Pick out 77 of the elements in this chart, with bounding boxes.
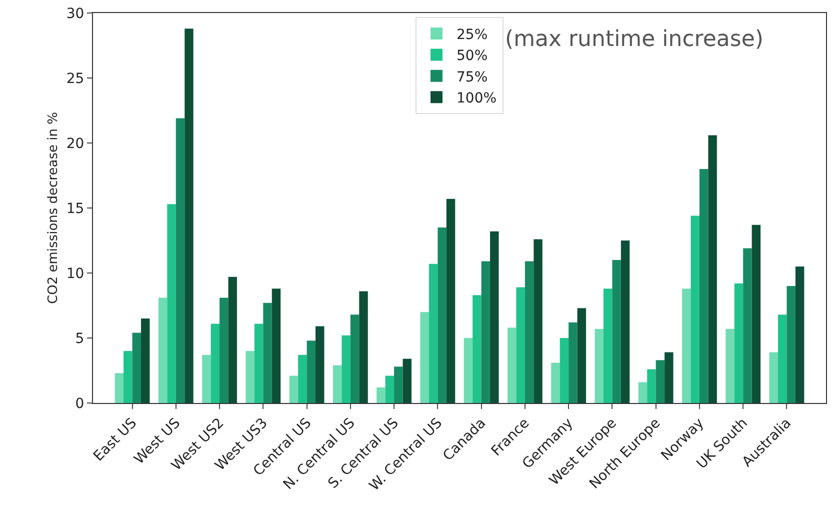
bar (534, 239, 542, 403)
bar (246, 351, 254, 403)
annotation: (max runtime increase) (505, 27, 764, 52)
bar (254, 324, 264, 403)
legend-label: 25% (456, 26, 488, 43)
bar (778, 314, 787, 403)
bar (481, 261, 490, 403)
bar (726, 328, 734, 403)
bar (638, 382, 648, 403)
legend-label: 75% (456, 69, 488, 86)
bar (524, 261, 534, 403)
bar (603, 288, 612, 403)
bar (402, 358, 412, 403)
bar (664, 352, 674, 403)
bar (289, 376, 298, 403)
y-tick-label: 5 (75, 330, 84, 347)
bar (708, 135, 717, 403)
bar (786, 286, 796, 403)
bar (210, 324, 220, 403)
bar (551, 362, 560, 403)
y-tick-label: 25 (66, 70, 84, 87)
bar (690, 216, 700, 403)
bar (464, 338, 473, 403)
bar (394, 366, 403, 403)
y-axis-title: CO2 emissions decrease in % (46, 112, 61, 304)
bar (158, 298, 168, 403)
bar (184, 28, 194, 403)
bar (594, 328, 604, 403)
bar (743, 248, 752, 403)
bar (734, 283, 744, 403)
bar (577, 308, 586, 403)
y-tick-label: 15 (66, 200, 84, 217)
bar (647, 369, 656, 403)
bar (682, 288, 691, 403)
legend-label: 100% (456, 90, 497, 107)
bar (263, 302, 272, 403)
y-tick-label: 30 (66, 6, 84, 22)
bar (350, 314, 360, 403)
bar (428, 264, 438, 403)
bar (140, 318, 150, 403)
bar (516, 287, 525, 403)
bar (298, 354, 307, 403)
y-tick-label: 0 (75, 396, 84, 412)
bar (376, 387, 386, 403)
bar (220, 298, 228, 403)
bar (202, 354, 211, 403)
bar (612, 260, 621, 403)
y-tick-label: 10 (66, 266, 84, 282)
bar (568, 322, 578, 403)
bar (438, 228, 446, 403)
bar (560, 338, 569, 403)
bar (124, 351, 132, 403)
bar (316, 326, 324, 403)
bar (620, 240, 630, 403)
legend-label: 50% (456, 48, 488, 64)
bar (167, 204, 176, 403)
bar (132, 332, 141, 403)
bar (385, 376, 394, 403)
bar (752, 224, 761, 403)
bar (342, 335, 350, 403)
y-tick-label: 20 (66, 136, 84, 152)
bar (272, 288, 281, 403)
bar (228, 276, 237, 403)
bar (769, 352, 778, 403)
bar (176, 118, 185, 403)
bar (359, 291, 368, 403)
bar (507, 328, 516, 403)
bar (420, 312, 429, 403)
bar (472, 295, 482, 403)
bar (306, 340, 316, 403)
bar (446, 198, 456, 403)
bar (795, 266, 804, 403)
bar (332, 365, 342, 403)
bar (699, 169, 708, 403)
bar (114, 373, 124, 403)
bar (656, 360, 665, 403)
bar (490, 231, 499, 403)
